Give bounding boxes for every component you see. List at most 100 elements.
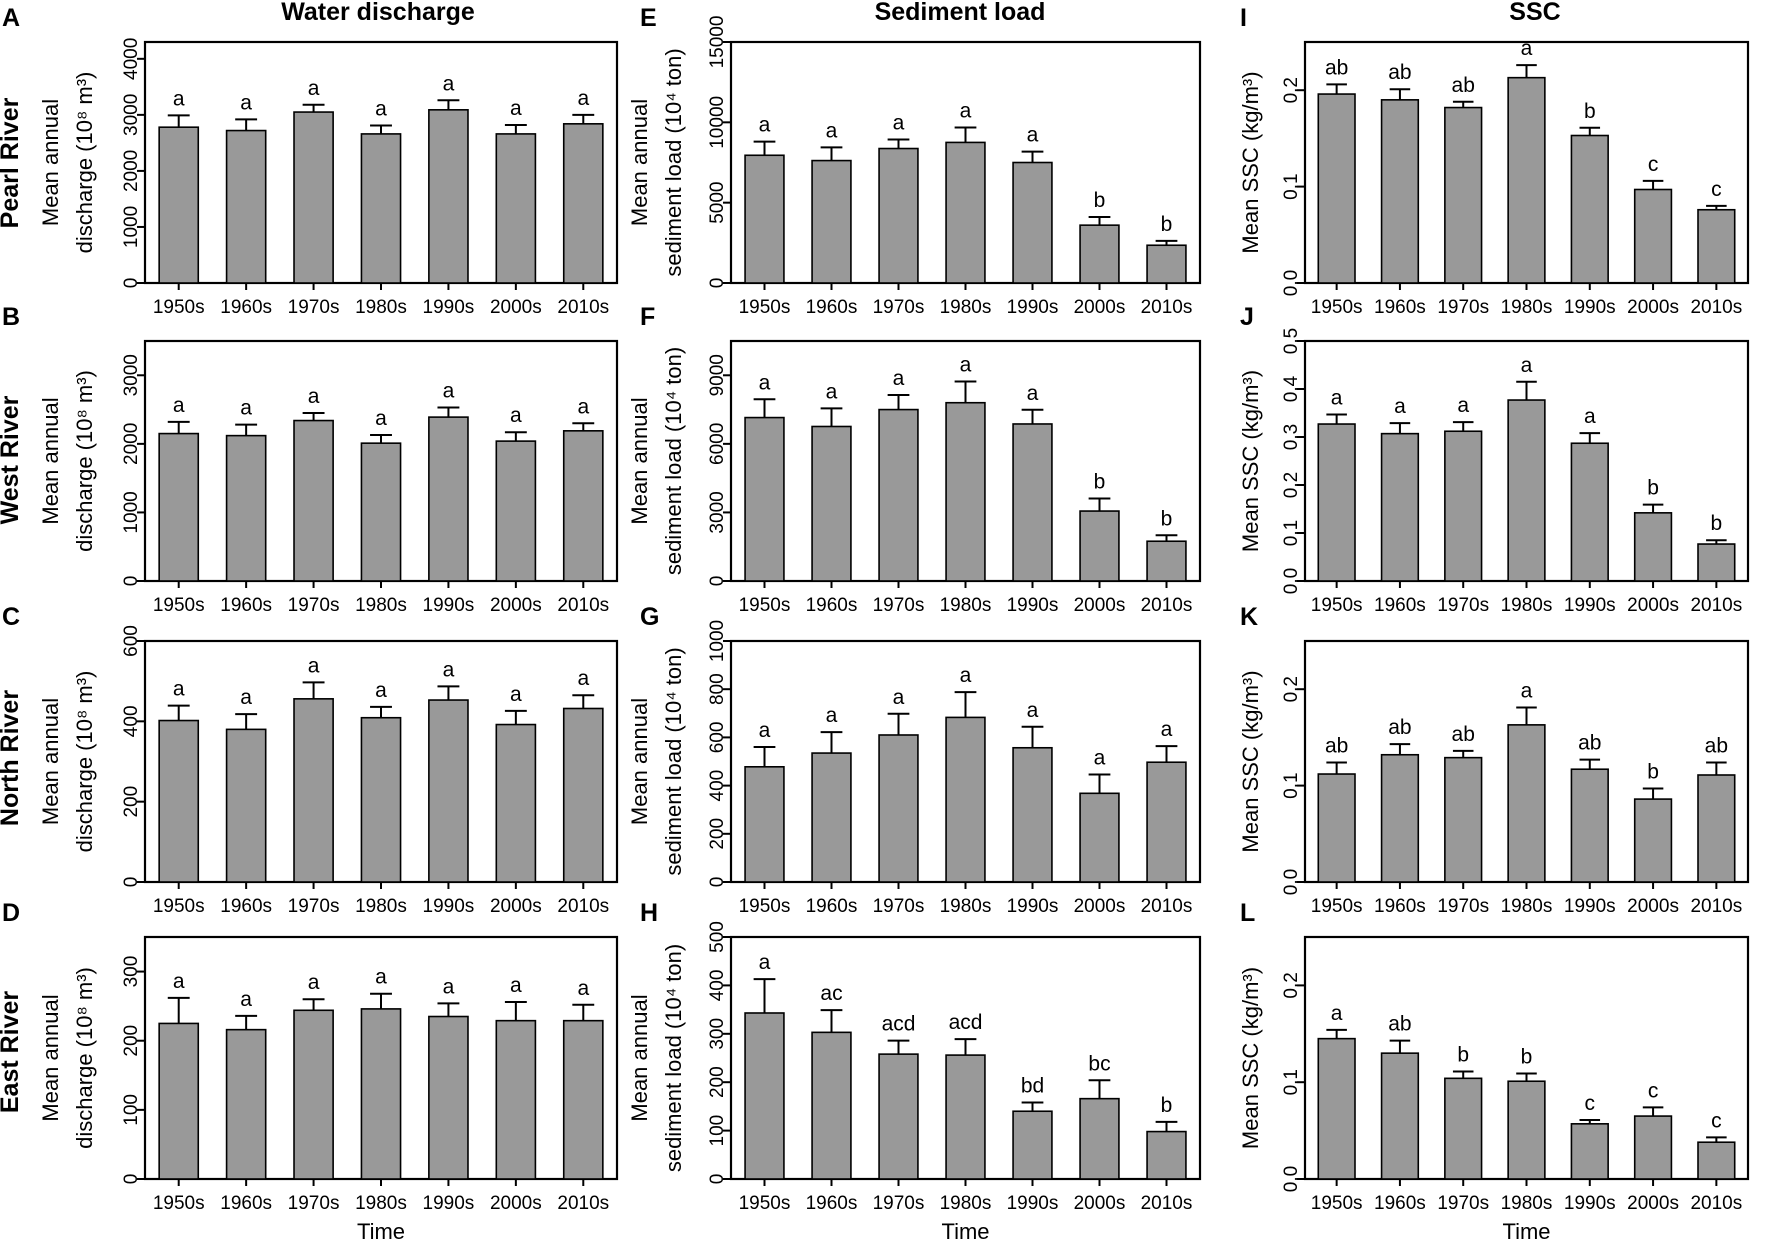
y-axis-label: Mean SSC (kg/m³) xyxy=(1238,967,1263,1149)
significance-label: a xyxy=(759,371,771,394)
x-tick-label: 1970s xyxy=(873,1193,925,1214)
bar-1950s xyxy=(1317,93,1356,284)
y-axis-label: sediment load (10⁴ ton) xyxy=(661,647,686,875)
y-tick-label: 0.3 xyxy=(1281,424,1302,450)
x-tick-label: 2000s xyxy=(1074,297,1126,318)
x-tick-label: 1960s xyxy=(220,297,272,318)
x-tick-label: 1960s xyxy=(806,297,858,318)
significance-label: c xyxy=(1648,1079,1659,1102)
x-tick-label: 1990s xyxy=(1007,1193,1059,1214)
bar-1990s xyxy=(1570,1123,1609,1180)
y-tick-label: 0.2 xyxy=(1281,77,1302,103)
significance-label: a xyxy=(577,87,589,110)
x-tick-label: 1970s xyxy=(873,595,925,616)
y-tick-label: 600 xyxy=(707,722,728,754)
x-tick-label: 1990s xyxy=(423,896,475,917)
significance-label: a xyxy=(443,975,455,998)
bar-1950s xyxy=(1317,1037,1356,1180)
x-tick-label: 1960s xyxy=(1374,297,1426,318)
x-tick-label: 1990s xyxy=(1564,595,1616,616)
bar-2010s xyxy=(562,1019,604,1180)
panel-letter-c: C xyxy=(2,603,20,631)
bar-1970s xyxy=(293,419,334,582)
bar-1980s xyxy=(1507,1080,1546,1180)
bar-1970s xyxy=(878,147,919,284)
chart-panel-b: B 0 1000 2000 3000 Mean annual discharge (10⁸ … xyxy=(2,303,619,616)
x-tick-label: 1960s xyxy=(1374,896,1426,917)
x-tick-label: 1960s xyxy=(806,595,858,616)
x-tick-label: 2000s xyxy=(1627,1193,1679,1214)
bar-2000s xyxy=(1633,798,1673,883)
panel-letter-a: A xyxy=(2,4,20,32)
significance-label: ab xyxy=(1325,56,1348,79)
x-tick-label: 1980s xyxy=(1501,896,1553,917)
bar-1960s xyxy=(1380,99,1420,284)
x-tick-label: 2010s xyxy=(557,595,609,616)
significance-label: a xyxy=(960,664,972,687)
y-tick-label: 0 xyxy=(707,877,728,888)
bar-2010s xyxy=(562,430,604,582)
bar-2010s xyxy=(1697,543,1736,582)
chart-panel-g: G 0 200 400 600 800 1000 Mean annual sediment lo… xyxy=(627,603,1202,917)
bar-2000s xyxy=(495,1019,537,1180)
significance-label: c xyxy=(1585,1092,1596,1115)
y-axis-label: sediment load (10⁴ ton) xyxy=(661,48,686,276)
x-tick-label: 1950s xyxy=(739,297,791,318)
panel-letter-b: B xyxy=(2,303,20,331)
y-tick-label: 0 xyxy=(121,877,142,888)
chart-panel-e: E 0 5000 10000 15000 Mean annual sediment load… xyxy=(627,4,1202,318)
significance-label: ab xyxy=(1452,74,1475,97)
bar-1950s xyxy=(1317,773,1356,883)
significance-label: a xyxy=(1521,680,1533,703)
significance-label: bd xyxy=(1021,1075,1044,1098)
significance-label: a xyxy=(577,977,589,1000)
significance-label: a xyxy=(240,686,252,709)
bar-1990s xyxy=(1570,768,1609,883)
x-tick-label: 1960s xyxy=(220,1193,272,1214)
significance-label: c xyxy=(1711,1109,1722,1132)
bar-2010s xyxy=(1146,540,1187,582)
x-tick-label: 1980s xyxy=(940,896,992,917)
bar-2000s xyxy=(1633,512,1673,582)
chart-panel-d: D 0 100 200 300 Mean annual discharge (10⁸ m³)… xyxy=(2,899,619,1244)
x-tick-label: 1960s xyxy=(220,595,272,616)
y-axis-label: Mean annual xyxy=(627,698,652,825)
y-tick-label: 0.0 xyxy=(1281,869,1302,895)
y-tick-label: 0.4 xyxy=(1281,375,1302,402)
x-tick-label: 1950s xyxy=(153,297,205,318)
bar-2010s xyxy=(1146,1130,1187,1180)
bar-1950s xyxy=(744,766,785,883)
bar-1970s xyxy=(293,698,334,883)
x-tick-label: 1990s xyxy=(1007,595,1059,616)
y-axis-label: discharge (10⁸ m³) xyxy=(72,370,97,552)
chart-panel-h: H 0 100 200 300 400 500 Mean annual sediment loa… xyxy=(627,899,1202,1244)
bar-2010s xyxy=(1146,244,1187,284)
significance-label: a xyxy=(308,385,320,408)
bar-1950s xyxy=(158,126,200,284)
y-tick-label: 0 xyxy=(121,278,142,289)
significance-label: b xyxy=(1647,760,1659,783)
x-tick-label: 1980s xyxy=(355,297,407,318)
bar-1990s xyxy=(428,109,469,284)
x-tick-label: 1970s xyxy=(288,1193,340,1214)
significance-label: a xyxy=(1521,354,1533,377)
x-tick-label: 1970s xyxy=(1437,595,1489,616)
significance-label: b xyxy=(1711,512,1723,535)
significance-label: a xyxy=(240,988,252,1011)
significance-label: b xyxy=(1094,470,1106,493)
x-tick-label: 1980s xyxy=(355,595,407,616)
x-tick-label: 2000s xyxy=(1627,297,1679,318)
x-tick-label: 2000s xyxy=(490,1193,542,1214)
bar-1960s xyxy=(811,752,852,883)
panel-letter-i: I xyxy=(1240,4,1247,32)
y-axis-label: Mean SSC (kg/m³) xyxy=(1238,370,1263,552)
bar-2010s xyxy=(1697,208,1736,284)
x-tick-label: 2000s xyxy=(1627,896,1679,917)
x-tick-label: 1950s xyxy=(739,1193,791,1214)
significance-label: a xyxy=(1457,394,1469,417)
y-tick-label: 0.0 xyxy=(1281,568,1302,594)
bar-1990s xyxy=(1012,1110,1053,1180)
bar-1990s xyxy=(428,416,469,582)
y-tick-label: 400 xyxy=(707,770,728,802)
